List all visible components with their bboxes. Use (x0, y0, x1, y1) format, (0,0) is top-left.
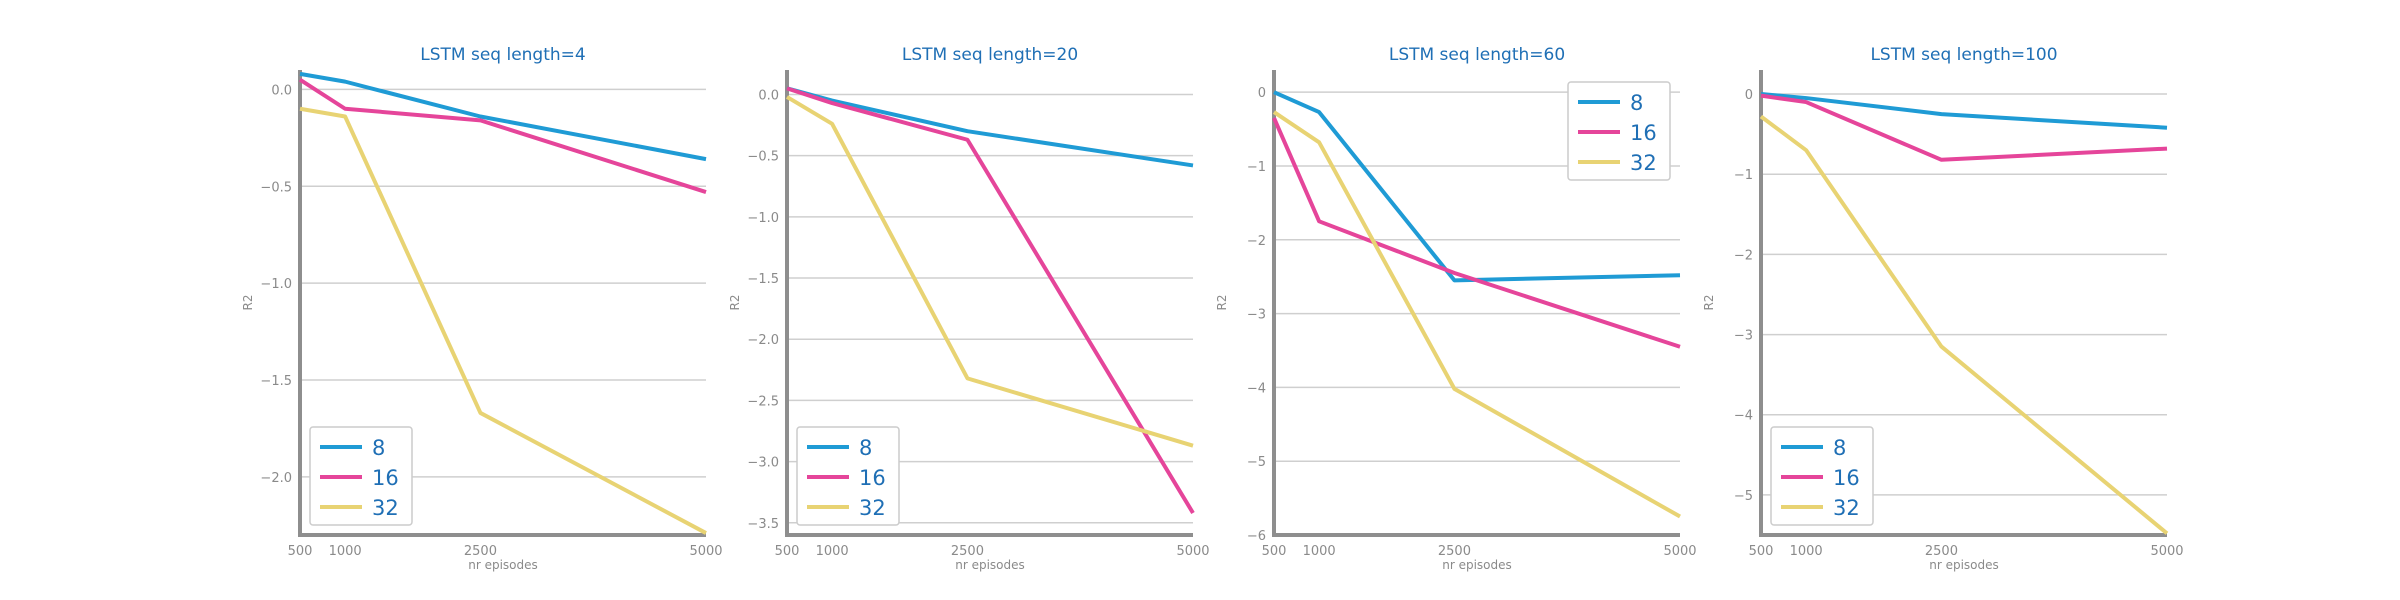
chart-2-legend-label-32: 32 (859, 496, 886, 520)
chart-4-title: LSTM seq length=100 (1870, 45, 2057, 65)
chart-2-ytick-label: 0.0 (758, 88, 779, 103)
chart-3-legend-label-32: 32 (1630, 151, 1657, 175)
chart-1-ytick-label: 0.0 (271, 83, 292, 98)
chart-2-legend-label-8: 8 (859, 436, 872, 460)
chart-4-series-8-line (1760, 92, 2168, 130)
chart-4-ytick-label: −4 (1734, 409, 1753, 424)
chart-3-ytick-label: 0 (1258, 86, 1266, 101)
chart-4-legend-label-16: 16 (1833, 466, 1860, 490)
chart-3-ytick-label: −3 (1247, 308, 1266, 323)
chart-1-legend-label-16: 16 (372, 466, 399, 490)
chart-2-legend-label-16: 16 (859, 466, 886, 490)
chart-3-ytick-label: −6 (1247, 529, 1266, 544)
chart-1-ytick-label: −0.5 (260, 180, 292, 195)
chart-1-ytick-label: −1.0 (260, 277, 292, 292)
chart-3-ytick-label: −5 (1247, 455, 1266, 470)
chart-2-series-16-line (786, 86, 1195, 515)
chart-4-xlabel: nr episodes (1929, 558, 1999, 572)
chart-2-ytick-label: −3.5 (747, 517, 779, 532)
chart-2-ytick-label: −1.0 (747, 211, 779, 226)
chart-3-legend-label-8: 8 (1630, 91, 1643, 115)
chart-3-series-8-line (1273, 90, 1681, 283)
chart-4-series-16-line (1760, 93, 2168, 162)
chart-3-xtick-label: 500 (1262, 544, 1287, 559)
chart-3-ytick-label: −2 (1247, 234, 1266, 249)
chart-4-xtick-label: 500 (1749, 544, 1774, 559)
chart-1-xtick-label: 2500 (464, 544, 497, 559)
chart-1-xtick-label: 500 (288, 544, 313, 559)
chart-4-legend-label-8: 8 (1833, 436, 1846, 460)
chart-3-series-32-line (1272, 110, 1681, 519)
chart-3-ytick-label: −4 (1247, 381, 1266, 396)
chart-4-ytick-label: −2 (1734, 248, 1753, 263)
chart-2-xtick-label: 1000 (816, 544, 849, 559)
chart-1-ylabel: R2 (241, 295, 255, 311)
chart-2-xtick-label: 5000 (1176, 544, 1209, 559)
chart-4-ytick-label: 0 (1745, 88, 1753, 103)
chart-3-legend: 8 16 32 (1567, 81, 1671, 181)
chart-1-series-16-line (298, 78, 707, 194)
chart-4-legend: 8 16 32 (1770, 426, 1874, 526)
chart-1-xlabel: nr episodes (468, 558, 538, 572)
chart-1-ytick-label: −1.5 (260, 374, 292, 389)
chart-2-ytick-label: −1.5 (747, 272, 779, 287)
chart-1-series-32-line (299, 106, 707, 535)
chart-4-panel: 0 −1 −2 −3 −4 −5 500 1000 2500 5000 LSTM seq lengt… (1702, 45, 2184, 572)
chart-4-legend-label-32: 32 (1833, 496, 1860, 520)
chart-4-ytick-label: −3 (1734, 329, 1753, 344)
chart-3-ylabel: R2 (1215, 295, 1229, 311)
chart-2-ytick-label: −3.0 (747, 456, 779, 471)
chart-2-title: LSTM seq length=20 (902, 45, 1078, 65)
chart-2-series-32-line (785, 95, 1194, 448)
chart-4-xtick-label: 2500 (1925, 544, 1958, 559)
chart-2-ytick-label: −2.0 (747, 333, 779, 348)
chart-3-title: LSTM seq length=60 (1389, 45, 1565, 65)
chart-4-xtick-label: 1000 (1790, 544, 1823, 559)
chart-2-xtick-label: 500 (775, 544, 800, 559)
chart-1-ytick-label: −2.0 (260, 471, 292, 486)
chart-1-legend-label-32: 32 (372, 496, 399, 520)
chart-3-xtick-label: 2500 (1438, 544, 1471, 559)
chart-1-legend-label-8: 8 (372, 436, 385, 460)
chart-2-ylabel: R2 (728, 295, 742, 311)
chart-3-xtick-label: 5000 (1663, 544, 1696, 559)
chart-4-ytick-label: −1 (1734, 168, 1753, 183)
chart-3-xlabel: nr episodes (1442, 558, 1512, 572)
chart-2-legend: 8 16 32 (796, 426, 900, 526)
chart-4-xtick-label: 5000 (2150, 544, 2183, 559)
chart-3-series-16-line (1272, 117, 1681, 349)
chart-2-ytick-label: −0.5 (747, 150, 779, 165)
chart-4-ytick-label: −5 (1734, 489, 1753, 504)
chart-2-xtick-label: 2500 (951, 544, 984, 559)
chart-1-panel: 0.0 −0.5 −1.0 −1.5 −2.0 500 1000 2500 5000 LSTM s… (241, 45, 723, 572)
chart-2-ytick-label: −2.5 (747, 394, 779, 409)
chart-1-series-8-line (299, 71, 707, 162)
chart-3-legend-label-16: 16 (1630, 121, 1657, 145)
chart-2-panel: 0.0 −0.5 −1.0 −1.5 −2.0 −2.5 −3.0 −3.5 500 1000 25… (728, 45, 1210, 572)
chart-3-ytick-label: −1 (1247, 160, 1266, 175)
chart-4-ylabel: R2 (1702, 295, 1716, 311)
chart-1-legend: 8 16 32 (309, 426, 413, 526)
chart-1-xtick-label: 5000 (689, 544, 722, 559)
chart-2-xlabel: nr episodes (955, 558, 1025, 572)
chart-1-xtick-label: 1000 (329, 544, 362, 559)
chart-4-series-32-line (1759, 114, 2169, 535)
chart-3-xtick-label: 1000 (1303, 544, 1336, 559)
chart-1-title: LSTM seq length=4 (420, 45, 585, 65)
